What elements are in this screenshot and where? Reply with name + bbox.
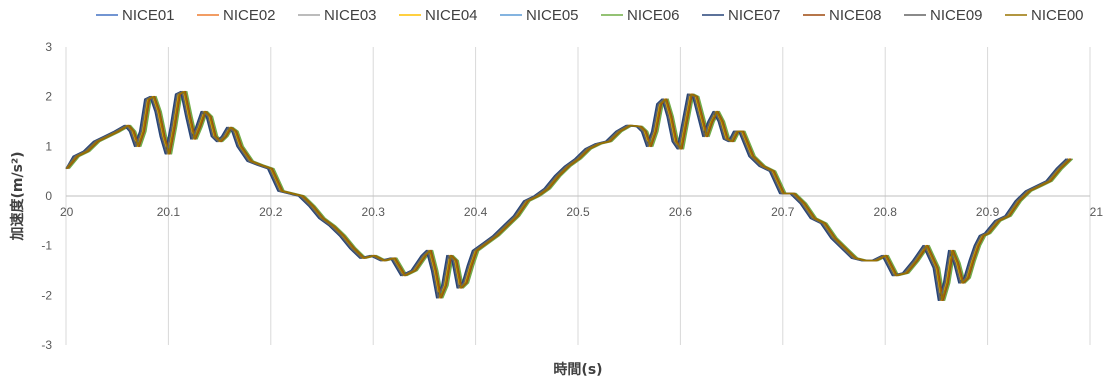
chart-series [65,90,1074,302]
y-tick-label: 0 [45,189,52,203]
x-tick-label: 20.2 [259,205,283,219]
y-tick-label: 2 [45,90,52,104]
chart-gridlines [65,47,1091,345]
x-tick-label: 20.5 [566,205,590,219]
x-tick-label: 20.6 [669,205,693,219]
x-axis-ticks: 20 20.1 20.2 20.3 20.4 20.5 20.6 20.7 20.8 20.9 21 [60,205,1103,219]
y-axis-ticks: 3 2 1 0 -1 -2 -3 [41,40,52,352]
chart-legend: NICE01 NICE02 NICE03 NICE04 NICE05 NICE06 NICE… [96,7,1084,24]
x-axis-title: 時間(s) [553,361,602,378]
y-tick-label: -3 [41,338,52,352]
series-line-nice00 [65,90,1071,302]
legend-label: NICE05 [526,7,579,24]
x-tick-label: 20.1 [157,205,181,219]
legend-label: NICE02 [223,7,276,24]
x-tick-label: 20.4 [464,205,488,219]
legend-label: NICE00 [1031,7,1084,24]
y-tick-label: 3 [45,40,52,54]
x-tick-label: 20.9 [976,205,1000,219]
x-tick-label: 20.3 [362,205,386,219]
y-tick-label: -2 [41,288,52,302]
x-tick-label: 20.8 [874,205,898,219]
legend-label: NICE06 [627,7,680,24]
legend-label: NICE08 [829,7,882,24]
legend-label: NICE04 [425,7,478,24]
legend-label: NICE09 [930,7,983,24]
x-tick-label: 20 [60,205,74,219]
x-tick-label: 20.7 [771,205,795,219]
y-axis-title: 加速度(m/s²) [9,152,26,242]
legend-label: NICE01 [122,7,175,24]
y-tick-label: 1 [45,139,52,153]
y-tick-label: -1 [41,239,52,253]
legend-label: NICE07 [728,7,781,24]
x-tick-label: 21 [1090,205,1104,219]
legend-label: NICE03 [324,7,377,24]
